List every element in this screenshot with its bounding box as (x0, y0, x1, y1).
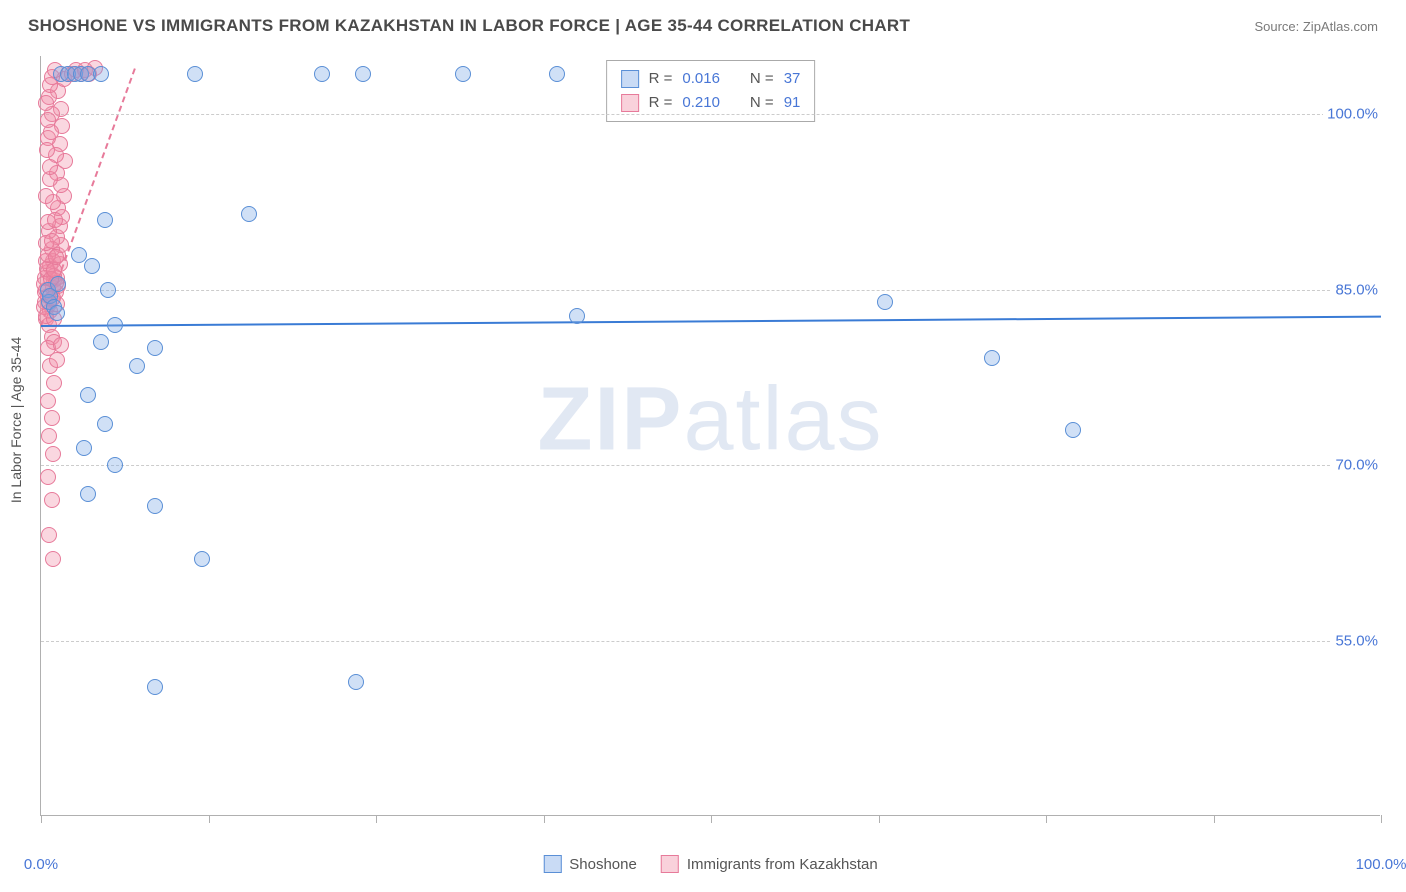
gridline-h (41, 114, 1380, 115)
watermark: ZIPatlas (537, 369, 883, 472)
chart-header: SHOSHONE VS IMMIGRANTS FROM KAZAKHSTAN I… (28, 16, 1378, 36)
y-tick-label: 85.0% (1331, 281, 1382, 298)
r-value: 0.016 (682, 67, 720, 91)
data-point (42, 159, 58, 175)
x-tick (41, 815, 42, 823)
data-point (877, 294, 893, 310)
legend-label: Immigrants from Kazakhstan (687, 856, 878, 873)
data-point (50, 276, 66, 292)
chart-title: SHOSHONE VS IMMIGRANTS FROM KAZAKHSTAN I… (28, 16, 910, 36)
data-point (40, 393, 56, 409)
data-point (40, 112, 56, 128)
data-point (41, 527, 57, 543)
legend-item-shoshone: Shoshone (543, 855, 637, 873)
data-point (49, 305, 65, 321)
n-value: 37 (784, 67, 801, 91)
x-tick-label: 100.0% (1356, 856, 1406, 873)
data-point (355, 66, 371, 82)
watermark-bold: ZIP (537, 370, 683, 470)
data-point (44, 233, 60, 249)
swatch-blue-icon (543, 855, 561, 873)
x-tick (1046, 815, 1047, 823)
swatch-blue-icon (621, 70, 639, 88)
data-point (129, 358, 145, 374)
data-point (49, 352, 65, 368)
x-tick (711, 815, 712, 823)
data-point (97, 212, 113, 228)
data-point (1065, 422, 1081, 438)
data-point (241, 206, 257, 222)
n-label: N = (750, 91, 774, 115)
data-point (41, 428, 57, 444)
x-tick (209, 815, 210, 823)
bottom-legend: Shoshone Immigrants from Kazakhstan (543, 855, 877, 873)
stats-row-pink: R = 0.210 N = 91 (621, 91, 801, 115)
data-point (569, 308, 585, 324)
data-point (71, 247, 87, 263)
gridline-h (41, 641, 1380, 642)
data-point (84, 258, 100, 274)
data-point (40, 469, 56, 485)
y-axis-label: In Labor Force | Age 35-44 (8, 337, 24, 503)
data-point (76, 440, 92, 456)
data-point (97, 416, 113, 432)
data-point (984, 350, 1000, 366)
data-point (44, 492, 60, 508)
scatter-chart: ZIPatlas R = 0.016 N = 37 R = 0.210 N = … (40, 56, 1380, 816)
data-point (455, 66, 471, 82)
data-point (39, 142, 55, 158)
watermark-rest: atlas (683, 370, 883, 470)
data-point (147, 498, 163, 514)
data-point (48, 249, 64, 265)
y-tick-label: 70.0% (1331, 457, 1382, 474)
data-point (44, 410, 60, 426)
chart-source: Source: ZipAtlas.com (1254, 19, 1378, 34)
data-point (147, 679, 163, 695)
gridline-h (41, 465, 1380, 466)
gridline-h (41, 290, 1380, 291)
y-tick-label: 100.0% (1323, 106, 1382, 123)
trend-line (41, 316, 1381, 327)
r-value: 0.210 (682, 91, 720, 115)
swatch-pink-icon (621, 94, 639, 112)
data-point (187, 66, 203, 82)
legend-item-kazakhstan: Immigrants from Kazakhstan (661, 855, 878, 873)
r-label: R = (649, 67, 673, 91)
x-tick (879, 815, 880, 823)
legend-label: Shoshone (569, 856, 637, 873)
data-point (47, 212, 63, 228)
data-point (45, 446, 61, 462)
data-point (38, 188, 54, 204)
data-point (38, 95, 54, 111)
x-tick (544, 815, 545, 823)
data-point (45, 551, 61, 567)
swatch-pink-icon (661, 855, 679, 873)
data-point (549, 66, 565, 82)
data-point (147, 340, 163, 356)
y-tick-label: 55.0% (1331, 632, 1382, 649)
x-tick (376, 815, 377, 823)
data-point (93, 334, 109, 350)
data-point (107, 317, 123, 333)
data-point (100, 282, 116, 298)
data-point (107, 457, 123, 473)
data-point (348, 674, 364, 690)
x-tick (1214, 815, 1215, 823)
n-value: 91 (784, 91, 801, 115)
data-point (314, 66, 330, 82)
data-point (93, 66, 109, 82)
r-label: R = (649, 91, 673, 115)
data-point (80, 486, 96, 502)
data-point (46, 375, 62, 391)
stats-row-blue: R = 0.016 N = 37 (621, 67, 801, 91)
data-point (53, 337, 69, 353)
x-tick-label: 0.0% (24, 856, 58, 873)
n-label: N = (750, 67, 774, 91)
x-tick (1381, 815, 1382, 823)
data-point (80, 387, 96, 403)
data-point (194, 551, 210, 567)
stats-legend-box: R = 0.016 N = 37 R = 0.210 N = 91 (606, 60, 816, 122)
